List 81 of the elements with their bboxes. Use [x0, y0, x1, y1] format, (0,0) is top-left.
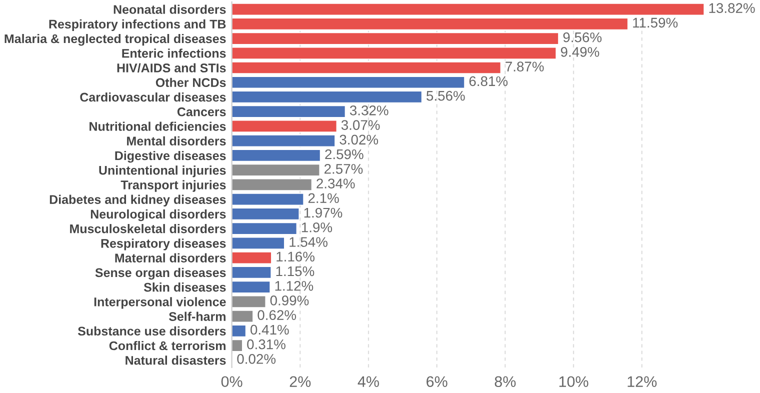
y-tick-label: Other NCDs	[156, 78, 226, 88]
x-tick-label: 0%	[221, 376, 242, 388]
x-tick-label: 12%	[628, 376, 657, 387]
y-tick-label: Cardiovascular diseases	[80, 92, 226, 102]
bar	[232, 339, 243, 352]
data-label: 1.9%	[302, 222, 332, 232]
bar	[232, 280, 270, 294]
bar	[232, 105, 346, 118]
data-label: 9.49%	[560, 47, 600, 57]
y-tick-label: Enteric infections	[122, 48, 226, 58]
data-label: 2.57%	[324, 164, 363, 174]
bar	[232, 61, 502, 74]
data-label: 0.02%	[237, 354, 276, 364]
x-tick-label: 6%	[426, 376, 448, 388]
data-label: 0.99%	[270, 296, 309, 306]
y-tick-label: Skin diseases	[144, 282, 226, 292]
y-tick-label: HIV/AIDS and STIs	[117, 63, 226, 73]
y-tick-label: Interpersonal violence	[94, 297, 226, 309]
data-label: 1.15%	[276, 266, 314, 276]
bar	[232, 324, 246, 338]
bar	[232, 134, 336, 148]
y-tick-label: Diabetes and kidney diseases	[50, 194, 226, 206]
data-label: 3.32%	[350, 106, 388, 116]
y-tick-label: Musculoskeletal disorders	[70, 224, 226, 234]
bar	[232, 222, 298, 235]
data-label: 2.34%	[316, 178, 355, 188]
bar	[232, 236, 285, 250]
data-label: 1.16%	[276, 252, 314, 262]
bar	[232, 46, 557, 60]
y-tick-label: Nutritional deficiencies	[90, 122, 226, 131]
data-label: 11.59%	[633, 18, 678, 28]
y-tick-label: Respiratory infections and TB	[49, 19, 226, 32]
y-tick-label: Transport injuries	[120, 180, 226, 192]
data-label: 3.02%	[340, 134, 378, 145]
data-label: 1.12%	[275, 280, 314, 291]
bar	[232, 295, 266, 308]
y-tick-label: Mental disorders	[127, 136, 226, 146]
bar	[232, 18, 628, 30]
data-label: 2.59%	[325, 149, 364, 160]
bar	[232, 164, 320, 176]
y-tick-label: Substance use disorders	[78, 326, 226, 336]
y-tick-label: Natural disasters	[126, 356, 226, 365]
data-label: 1.54%	[290, 237, 328, 247]
y-tick-label: Malaria & neglected tropical diseases	[4, 34, 226, 46]
data-label: 0.31%	[247, 339, 286, 350]
bar	[232, 90, 422, 104]
data-label: 0.62%	[258, 310, 296, 320]
data-label: 7.87%	[506, 62, 544, 72]
y-tick-label: Neonatal disorders	[114, 4, 226, 14]
x-tick-label: 4%	[358, 376, 379, 387]
bar	[232, 149, 321, 162]
bar	[232, 208, 300, 220]
y-tick-label: Self-harm	[168, 312, 226, 321]
x-tick-label: 8%	[494, 376, 516, 388]
x-tick-label: 10%	[559, 376, 588, 388]
y-tick-label: Maternal disorders	[115, 253, 226, 262]
y-tick-label: Respiratory diseases	[101, 238, 226, 250]
bar	[232, 178, 312, 191]
bar	[232, 3, 704, 16]
y-tick-label: Neurological disorders	[90, 209, 226, 222]
bar	[232, 252, 272, 264]
data-label: 13.82%	[709, 3, 755, 14]
data-label: 6.81%	[469, 76, 508, 86]
y-tick-label: Sense organ diseases	[95, 268, 226, 280]
bar	[232, 310, 254, 323]
data-label: 0.41%	[250, 324, 289, 335]
bar	[232, 120, 338, 132]
bar	[232, 76, 465, 89]
data-label: 5.56%	[426, 90, 465, 101]
data-label: 9.56%	[563, 32, 602, 42]
data-label: 3.07%	[341, 120, 380, 130]
data-label: 1.97%	[304, 208, 342, 218]
y-tick-label: Cancers	[177, 107, 226, 116]
y-tick-label: Digestive diseases	[115, 150, 226, 163]
x-tick-label: 2%	[290, 376, 311, 387]
y-tick-label: Conflict & terrorism	[109, 340, 226, 350]
data-label: 2.1%	[308, 193, 339, 204]
bar	[232, 266, 272, 279]
bar	[232, 32, 559, 45]
bar	[232, 193, 304, 206]
y-tick-label: Unintentional injuries	[99, 166, 226, 178]
